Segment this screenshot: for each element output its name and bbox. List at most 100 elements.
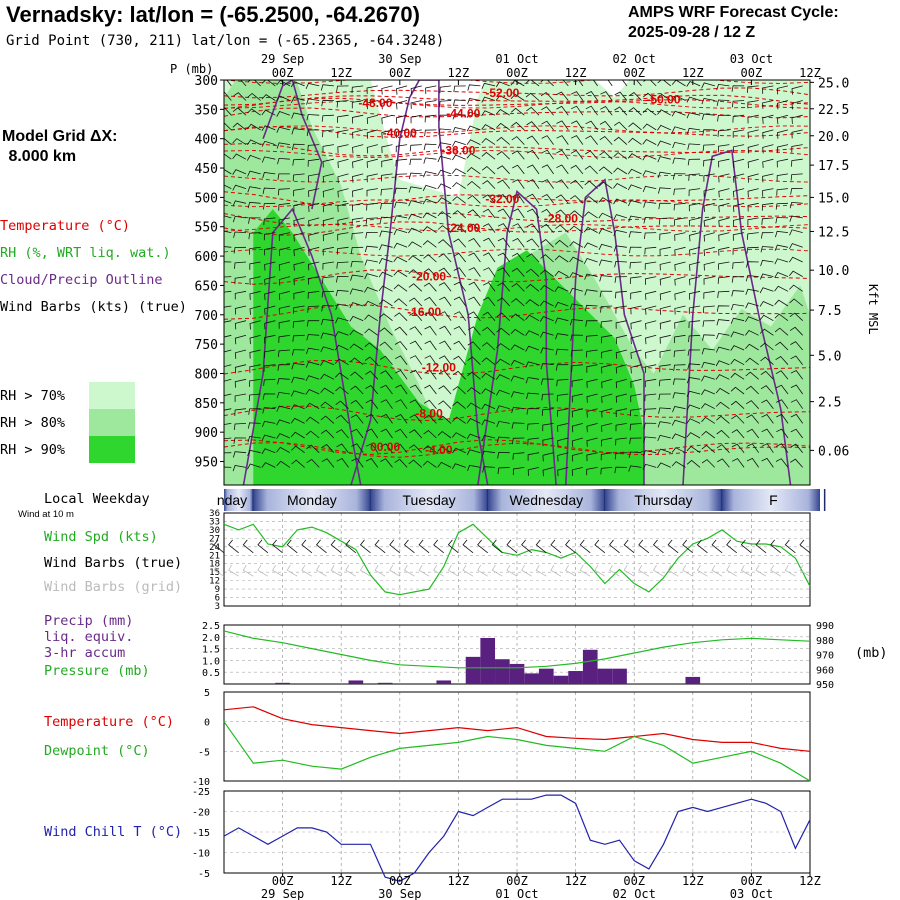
wind-barb: [380, 443, 393, 453]
wind-barb: [689, 246, 701, 257]
wind-barb: [511, 422, 525, 429]
wind-barb: [774, 244, 789, 251]
wind-barb-true: [389, 539, 401, 554]
wind-barb: [234, 393, 247, 402]
wind-barb: [437, 211, 452, 219]
wind-barb: [645, 290, 657, 300]
wind-barb: [569, 303, 583, 310]
wind-barb: [512, 208, 525, 219]
wind-barb: [364, 328, 379, 336]
wind-barb: [263, 364, 276, 372]
wind-barb: [380, 202, 393, 210]
wind-barb: [278, 202, 290, 211]
wind-barb-true: [711, 539, 723, 554]
wind-barb: [466, 402, 481, 410]
wind-barb: [671, 419, 686, 426]
wind-barb: [630, 334, 642, 345]
wind-barb: [747, 188, 759, 198]
wind-barb: [467, 84, 481, 91]
wind-barb: [263, 217, 276, 226]
wind-barb: [224, 408, 232, 411]
wind-barb: [557, 437, 569, 447]
wind-barb: [701, 375, 715, 382]
wind-barb: [790, 188, 803, 195]
wind-barb: [224, 169, 232, 175]
wind-barb: [627, 184, 642, 191]
wind-barb: [541, 106, 554, 116]
wind-barb: [761, 428, 774, 439]
wind-barb: [466, 433, 481, 440]
wind-barb: [322, 246, 334, 256]
wind-barb: [657, 171, 671, 179]
wind-barb: [701, 113, 715, 121]
grid-point-subtitle: Grid Point (730, 211) lat/lon = (-65.236…: [6, 33, 445, 49]
wind-barb: [540, 347, 554, 354]
wind-barb: [452, 196, 466, 204]
wind-barb: [468, 252, 481, 263]
wind-barb: [365, 443, 379, 453]
wind-barb: [337, 188, 349, 198]
wind-barb: [525, 330, 540, 336]
bottom-hour-label: 12Z: [565, 874, 587, 888]
wind-barb: [600, 467, 613, 475]
wind-barb: [380, 399, 393, 409]
wind-barb: [592, 80, 598, 87]
wind-barb: [526, 149, 540, 160]
wind-vertical-grid: [282, 513, 752, 606]
temperature-contour-label: -24.00: [446, 221, 480, 235]
wind-barb: [351, 457, 364, 468]
wind-barb: [557, 408, 569, 417]
wind-barb: [730, 400, 745, 409]
wind-barb: [293, 305, 305, 314]
wind-barb: [776, 173, 789, 182]
precip-axis: 0.51.01.52.02.5: [202, 621, 220, 679]
wind-barb-true: [418, 539, 430, 554]
wind-barb: [732, 173, 745, 183]
wind-barb-grid: [579, 564, 591, 577]
wind-barb: [364, 300, 378, 307]
wind-barb: [702, 129, 715, 136]
wind-barb: [687, 158, 701, 166]
wind-barb: [776, 158, 789, 168]
wind-barb: [290, 404, 305, 411]
wind-barb: [717, 114, 730, 122]
wind-barb: [701, 82, 715, 89]
wind-barb-grid: [301, 564, 313, 577]
wind-barb: [659, 246, 671, 256]
wind-barb: [395, 144, 408, 153]
wind-barb: [629, 423, 642, 431]
wind-barb: [570, 179, 584, 189]
wind-barb: [395, 158, 408, 167]
wind-barb: [306, 458, 320, 468]
wind-barb: [350, 274, 364, 281]
wind-barb: [629, 80, 642, 87]
wind-barb-grid: [667, 564, 679, 577]
wind-barb: [747, 202, 759, 212]
wind-barb: [790, 341, 804, 351]
precip-bar: [553, 675, 569, 684]
wind-barb: [540, 91, 554, 101]
wind-barb: [686, 127, 701, 135]
wind-barb: [525, 377, 540, 384]
wind-barb: [526, 135, 540, 145]
wind-barb: [263, 202, 276, 210]
top-date-label: 02 Oct: [613, 52, 656, 66]
wind-barb: [378, 258, 393, 264]
wind-barb: [482, 326, 496, 336]
wind-barb: [776, 100, 789, 110]
wind-barb: [352, 173, 364, 183]
wind-barb: [380, 370, 393, 380]
wind-barb: [409, 399, 423, 409]
legend-rh80: RH > 80%: [0, 415, 66, 431]
wind-barb-grid: [652, 564, 664, 577]
wind-barb: [422, 212, 437, 219]
wind-barb: [264, 334, 276, 344]
wind-barb: [262, 407, 276, 414]
wind-barb: [658, 217, 671, 225]
wind-barb: [437, 430, 452, 439]
pressure-right-tick-label: 980: [816, 636, 834, 647]
wind-barb: [278, 261, 291, 271]
wind-barb: [613, 214, 628, 221]
wind-barb: [775, 355, 789, 365]
wind-barb: [453, 252, 467, 263]
